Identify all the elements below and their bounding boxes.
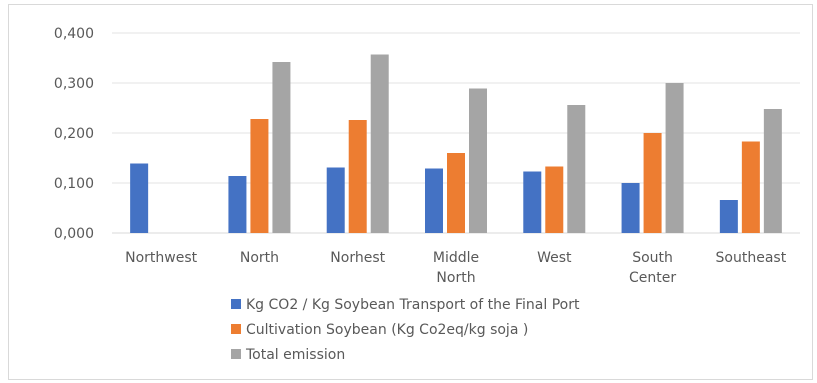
legend-swatch [231,299,241,309]
x-category-label: North [240,250,279,266]
legend-swatch [231,349,241,359]
legend-label: Total emission [245,347,345,363]
legend: Kg CO2 / Kg Soybean Transport of the Fin… [231,297,580,363]
bar [545,166,564,233]
y-tick-label: 0,400 [54,26,94,42]
bar [665,83,684,233]
bar [523,171,542,233]
x-category-label: Northwest [125,250,198,266]
bar [370,54,389,233]
legend-label: Kg CO2 / Kg Soybean Transport of the Fin… [246,297,580,313]
bars [130,54,782,233]
x-category-label: North [436,270,475,286]
y-axis-tick-labels: 0,000 0,100 0,200 0,300 0,400 [54,26,94,242]
bar [447,153,465,233]
legend-label: Cultivation Soybean (Kg Co2eq/kg soja ) [246,322,528,338]
legend-swatch [231,324,241,334]
bar [425,168,443,233]
bar [228,176,247,233]
bar [348,120,367,233]
x-category-label: Norhest [330,250,385,266]
y-tick-label: 0,000 [54,226,94,242]
x-category-label: Middle [433,250,479,266]
bar [621,183,640,233]
x-category-label: Southeast [716,250,787,266]
y-tick-label: 0,200 [54,126,94,142]
x-axis-category-labels: Northwest North Norhest Middle North West Sout… [125,250,787,286]
bar [719,200,738,233]
x-category-label: Center [629,270,676,286]
bar [741,141,760,233]
bar [250,119,269,233]
x-category-label: South [632,250,673,266]
bar [567,105,586,233]
bar [763,109,782,233]
y-tick-label: 0,100 [54,176,94,192]
bar [469,88,487,233]
bar [130,163,149,233]
x-category-label: West [537,250,572,266]
y-tick-label: 0,300 [54,76,94,92]
bar [643,133,662,233]
bar [272,62,291,233]
bar [326,167,345,233]
